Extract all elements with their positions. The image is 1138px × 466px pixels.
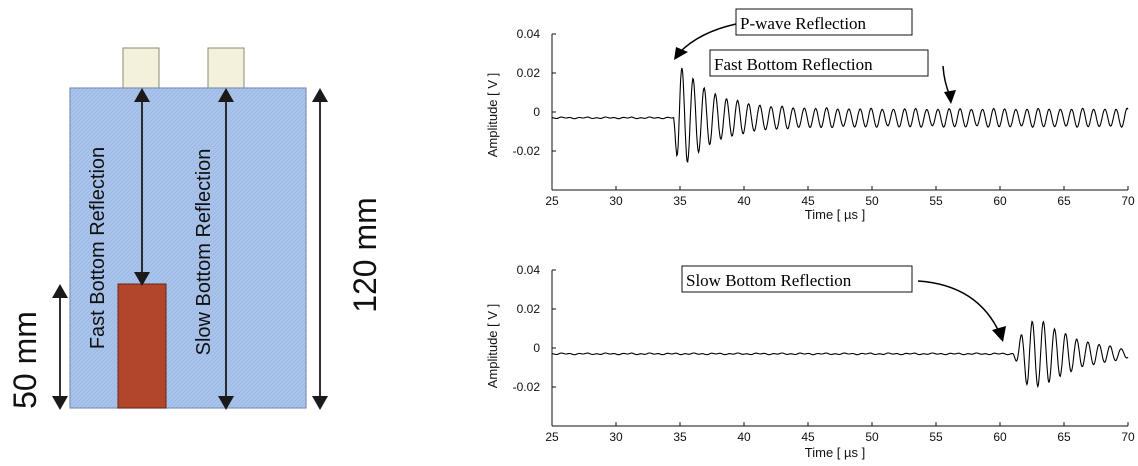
p-wave-annotation: P-wave Reflection	[735, 8, 913, 36]
top-y-tick-label: 0.02	[517, 66, 541, 80]
top-y-tick-label: 0.04	[517, 27, 541, 41]
bottom-x-tick-label: 40	[737, 430, 751, 444]
slow-bottom-label: Slow Bottom Reflection	[193, 149, 215, 356]
bottom-x-tick-label: 60	[993, 430, 1007, 444]
top-x-tick-label: 25	[545, 194, 559, 208]
top-x-tick-label: 30	[609, 194, 623, 208]
dimension-120-arrow	[312, 88, 328, 410]
top-x-tick-label: 65	[1057, 194, 1071, 208]
bottom-x-tick-label: 65	[1057, 430, 1071, 444]
dimension-50-label: 50 mm	[7, 311, 43, 409]
top-y-tick-label: 0	[533, 105, 540, 119]
slow-bottom-annotation-box	[681, 265, 913, 293]
bottom-x-tick-label: 25	[545, 430, 559, 444]
p-wave-arrow	[674, 23, 737, 60]
bottom-y-tick-label: -0.02	[513, 380, 541, 394]
fast-bottom-label: Fast Bottom Reflection	[87, 147, 109, 349]
bottom-x-tick-label: 70	[1121, 430, 1135, 444]
bottom-x-tick-label: 45	[801, 430, 815, 444]
bottom-y-tick-label: 0	[533, 341, 540, 355]
p-wave-annotation-box	[735, 8, 913, 36]
dimension-50-arrow	[52, 284, 68, 410]
bottom-y-tick-label: 0.04	[517, 263, 541, 277]
bottom-waveform-series	[552, 320, 1129, 389]
fast-path-arrow	[134, 88, 150, 286]
fast-bottom-arrow	[942, 65, 956, 104]
top-x-tick-label: 55	[929, 194, 943, 208]
bottom-x-tick-label: 55	[929, 430, 943, 444]
bottom-x-tick-label: 35	[673, 430, 687, 444]
bottom-x-tick-label: 30	[609, 430, 623, 444]
top-x-axis-label: Time [ µs ]	[805, 207, 865, 222]
inclusion-block	[117, 283, 167, 409]
top-x-tick-label: 45	[801, 194, 815, 208]
dimension-120-label: 120 mm	[347, 197, 383, 313]
top-x-tick-label: 50	[865, 194, 879, 208]
slow-path-arrow	[218, 88, 234, 410]
fast-bottom-annotation-text: Fast Bottom Reflection	[714, 55, 873, 74]
bottom-x-tick-label: 50	[865, 430, 879, 444]
bottom-y-tick-label: 0.02	[517, 302, 541, 316]
bottom-x-axis-label: Time [ µs ]	[805, 445, 865, 460]
p-wave-annotation-text: P-wave Reflection	[740, 14, 867, 33]
specimen-diagram: Fast Bottom Reflection Slow Bottom Refle…	[7, 47, 383, 410]
top-x-tick-label: 60	[993, 194, 1007, 208]
specimen-block	[69, 87, 307, 409]
top-x-tick-label: 70	[1121, 194, 1135, 208]
bottom-waveform-chart: Amplitude [ V ] Time [ µs ] 25 30 35 40 45 50…	[485, 263, 1135, 460]
top-x-tick-label: 40	[737, 194, 751, 208]
slow-bottom-arrow	[917, 280, 1006, 342]
transducer-right	[207, 47, 245, 89]
fast-bottom-annotation-box	[709, 49, 929, 77]
transducer-left	[122, 47, 160, 89]
slow-bottom-annotation: Slow Bottom Reflection	[681, 265, 913, 293]
fast-bottom-annotation: Fast Bottom Reflection	[709, 49, 929, 77]
top-y-tick-label: -0.02	[513, 144, 541, 158]
top-waveform-series	[552, 67, 1129, 164]
top-y-axis-label: Amplitude [ V ]	[485, 73, 500, 158]
top-waveform-chart: Amplitude [ V ] Time [ µs ] 25 30 35 40 45 50…	[485, 27, 1135, 222]
slow-bottom-annotation-text: Slow Bottom Reflection	[686, 271, 852, 290]
top-x-tick-label: 35	[673, 194, 687, 208]
bottom-y-axis-label: Amplitude [ V ]	[485, 304, 500, 389]
